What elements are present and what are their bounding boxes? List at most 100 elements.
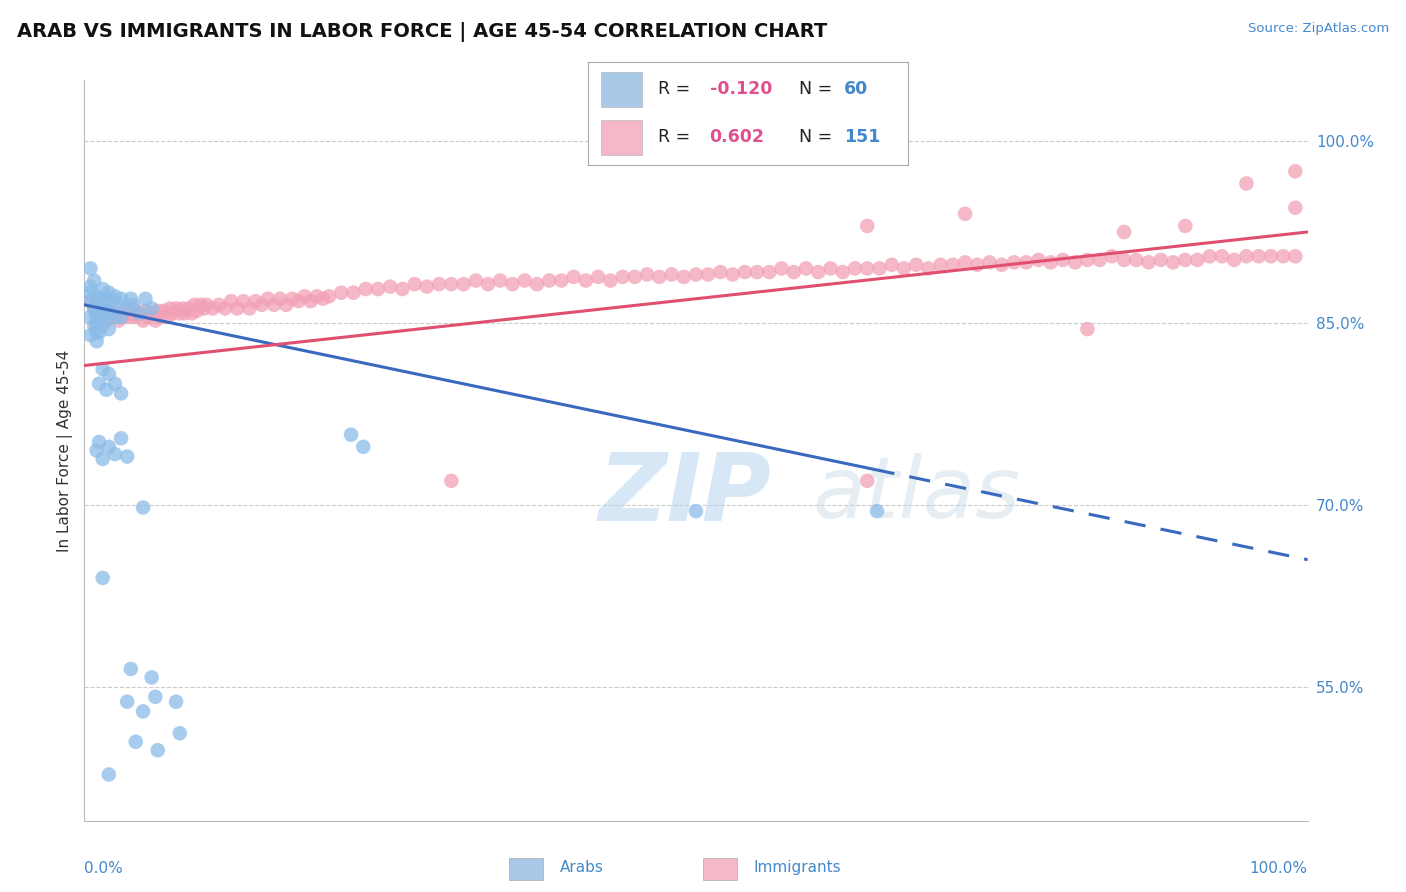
Point xyxy=(612,269,634,284)
Point xyxy=(893,261,915,276)
Point xyxy=(453,277,475,292)
Point xyxy=(586,269,609,284)
Text: 100.0%: 100.0% xyxy=(1250,862,1308,876)
Point xyxy=(83,301,105,316)
Point xyxy=(96,310,118,324)
Point xyxy=(672,269,695,284)
Point xyxy=(917,261,939,276)
Point xyxy=(1161,255,1184,269)
Point xyxy=(575,274,598,288)
Point xyxy=(104,376,127,391)
Point xyxy=(132,705,155,719)
Point xyxy=(340,427,363,442)
Point xyxy=(115,304,138,318)
Point xyxy=(136,310,159,324)
Point xyxy=(758,265,780,279)
Point xyxy=(844,261,866,276)
Point xyxy=(953,207,976,221)
Point xyxy=(312,292,335,306)
Point xyxy=(276,298,298,312)
Point xyxy=(91,318,114,333)
Point xyxy=(110,306,132,320)
Point xyxy=(91,301,114,316)
Point xyxy=(1284,249,1306,263)
Point xyxy=(86,316,108,330)
Point xyxy=(79,310,101,324)
Point xyxy=(721,268,744,282)
Point xyxy=(141,306,163,320)
Point xyxy=(177,301,200,316)
Point xyxy=(83,318,105,333)
Point xyxy=(97,304,120,318)
Point xyxy=(186,304,208,318)
Point xyxy=(120,292,142,306)
Point xyxy=(1015,255,1038,269)
Point xyxy=(1223,252,1246,267)
Point xyxy=(1137,255,1160,269)
Point xyxy=(869,261,891,276)
Point xyxy=(250,298,273,312)
Point xyxy=(97,367,120,381)
Point xyxy=(87,326,110,340)
Text: 0.0%: 0.0% xyxy=(84,862,124,876)
Point xyxy=(538,274,561,288)
Point xyxy=(953,255,976,269)
Point xyxy=(263,298,285,312)
Point xyxy=(86,325,108,339)
Point xyxy=(562,269,585,284)
Point xyxy=(79,279,101,293)
Point xyxy=(195,298,218,312)
Point xyxy=(427,277,450,292)
Point xyxy=(440,277,463,292)
Bar xyxy=(600,120,643,155)
Point xyxy=(783,265,806,279)
Point xyxy=(86,334,108,349)
Point xyxy=(352,440,374,454)
Point xyxy=(991,258,1014,272)
Point xyxy=(318,289,340,303)
Point xyxy=(83,301,105,316)
Point xyxy=(97,440,120,454)
Point xyxy=(104,310,127,324)
Point xyxy=(143,690,166,704)
Point xyxy=(115,450,138,464)
Text: 60: 60 xyxy=(844,80,869,98)
Point xyxy=(169,726,191,740)
Point xyxy=(96,313,118,327)
Point xyxy=(86,298,108,312)
Point xyxy=(153,304,176,318)
Point xyxy=(149,310,172,324)
Point xyxy=(201,301,224,316)
Point xyxy=(354,282,377,296)
Point xyxy=(219,294,242,309)
Point xyxy=(110,292,132,306)
Point xyxy=(115,695,138,709)
Point xyxy=(299,294,322,309)
Point xyxy=(1150,252,1173,267)
Point xyxy=(122,301,145,316)
Point xyxy=(1114,225,1136,239)
Point xyxy=(1198,249,1220,263)
Point xyxy=(489,274,512,288)
Point xyxy=(599,274,621,288)
Point xyxy=(165,695,187,709)
Point xyxy=(464,274,486,288)
Point xyxy=(685,504,707,518)
Point xyxy=(97,322,120,336)
Text: atlas: atlas xyxy=(813,453,1021,536)
Point xyxy=(91,362,114,376)
Point xyxy=(86,289,108,303)
Point xyxy=(905,258,928,272)
Point xyxy=(96,383,118,397)
Text: 0.602: 0.602 xyxy=(710,128,765,146)
Point xyxy=(281,292,304,306)
Point xyxy=(132,500,155,515)
Text: -0.120: -0.120 xyxy=(710,80,772,98)
Point xyxy=(91,571,114,585)
Point xyxy=(257,292,280,306)
Point xyxy=(156,310,179,324)
Point xyxy=(624,269,647,284)
Point xyxy=(477,277,499,292)
Point xyxy=(1125,252,1147,267)
Point xyxy=(856,261,879,276)
